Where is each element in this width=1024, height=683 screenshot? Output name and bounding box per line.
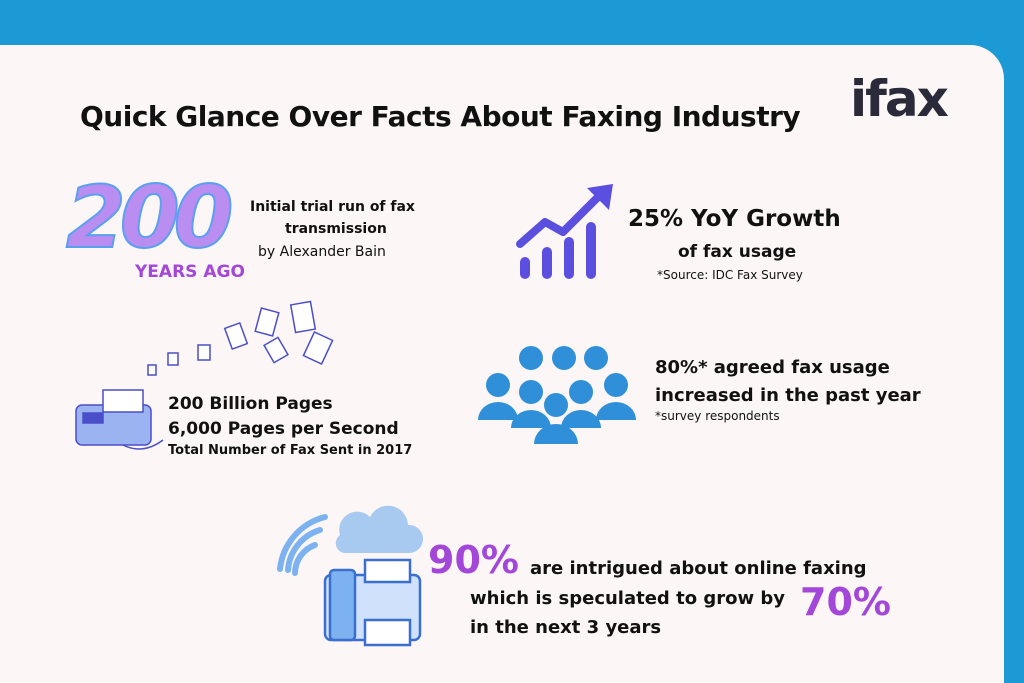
big-number: 90% [428,538,519,582]
title: Quick Glance Over Facts About Faxing Ind… [80,100,801,133]
fax-papers-icon [75,300,334,450]
fact-text: transmission [285,221,387,237]
big-number: 70% [800,580,891,624]
fact-text: *survey respondents [655,409,780,423]
fact-text: increased in the past year [655,385,921,406]
fact-text: Total Number of Fax Sent in 2017 [168,443,413,458]
fact-text: 200 Billion Pages [168,394,333,414]
logo: ifax [850,70,949,128]
people-icon [478,346,636,444]
online-fax-icon [277,505,424,647]
fact-text: which is speculated to grow by [470,588,785,609]
fact-text: in the next 3 years [470,617,662,638]
fact-text: are intrigued about online faxing [530,558,867,579]
fact-text: of fax usage [678,242,797,262]
big-number: 200 [65,167,235,269]
fact-text: by Alexander Bain [258,244,386,260]
fact-text: Initial trial run of fax [250,199,415,215]
growth-icon [516,184,613,279]
tag: YEARS AGO [135,262,245,282]
fact-text: 25% YoY Growth [628,206,841,232]
fact-text: 6,000 Pages per Second [168,419,399,439]
fact-text: *Source: IDC Fax Survey [657,268,803,282]
fact-text: 80%* agreed fax usage [655,357,890,378]
